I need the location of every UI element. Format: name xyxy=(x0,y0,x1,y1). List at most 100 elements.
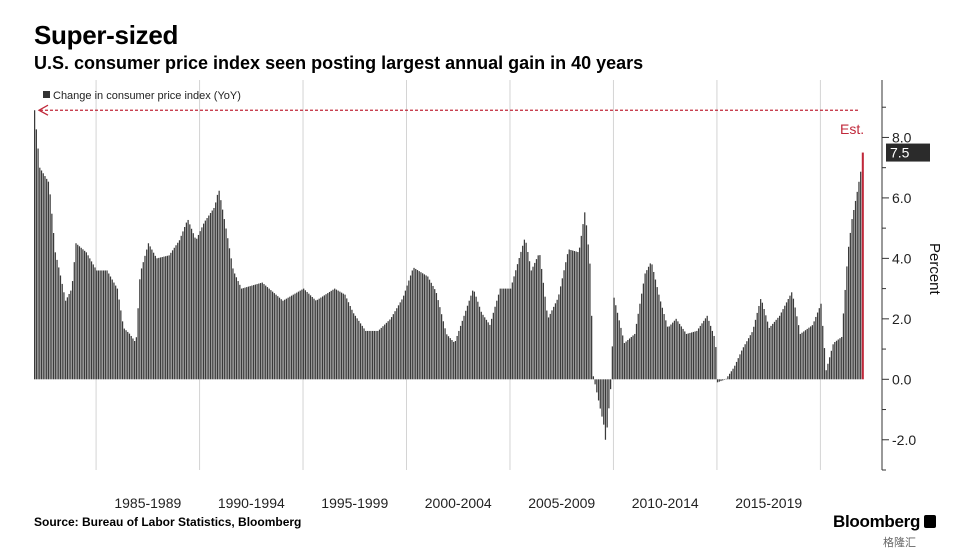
cpi-bar xyxy=(699,325,701,380)
cpi-bar xyxy=(178,240,181,380)
cpi-bar xyxy=(340,292,343,380)
cpi-bar xyxy=(465,310,467,380)
cpi-bar xyxy=(78,246,81,380)
cpi-bar xyxy=(766,321,769,380)
cpi-bar xyxy=(127,331,129,380)
cpi-bar xyxy=(404,290,407,380)
cpi-bar xyxy=(511,282,513,380)
cpi-bar xyxy=(661,307,663,380)
cpi-bar xyxy=(115,285,117,380)
y-tick-label: 8.0 xyxy=(892,129,912,145)
cpi-bar xyxy=(575,251,577,380)
cpi-bar xyxy=(811,325,814,380)
cpi-bar xyxy=(113,282,115,380)
cpi-bar xyxy=(730,371,732,380)
cpi-bar xyxy=(723,379,726,380)
cpi-bar xyxy=(478,306,481,380)
cpi-bar xyxy=(308,293,310,380)
cpi-bar xyxy=(815,316,817,380)
cpi-bar xyxy=(694,331,696,380)
cpi-bar xyxy=(858,181,860,380)
cpi-bar xyxy=(197,234,200,380)
cpi-bar xyxy=(96,270,98,380)
cpi-bar xyxy=(342,293,344,380)
cpi-bar xyxy=(673,320,676,380)
cpi-bar xyxy=(140,268,143,380)
cpi-bar xyxy=(420,272,422,380)
y-axis-label: Percent xyxy=(926,243,943,296)
cpi-bar xyxy=(780,312,782,380)
cpi-bar xyxy=(678,323,681,380)
cpi-bar xyxy=(85,252,87,380)
cpi-bar xyxy=(44,176,46,380)
cpi-bar xyxy=(309,295,312,380)
cpi-bar xyxy=(841,336,843,380)
cpi-bar xyxy=(84,250,86,380)
cpi-bar xyxy=(620,327,622,380)
cpi-bar xyxy=(554,303,557,380)
cpi-bar xyxy=(234,273,236,380)
cpi-bar xyxy=(716,379,719,383)
cpi-bar xyxy=(287,297,289,380)
cpi-bar xyxy=(318,298,320,380)
cpi-bar xyxy=(134,341,136,380)
cpi-bar xyxy=(199,231,201,380)
cpi-bar xyxy=(547,317,550,380)
cpi-bar xyxy=(596,379,598,393)
cpi-bar xyxy=(253,285,255,380)
cpi-bar xyxy=(258,283,260,380)
legend-label: Change in consumer price index (YoY) xyxy=(53,90,241,102)
cpi-bar xyxy=(708,320,710,380)
cpi-bar xyxy=(556,299,558,380)
cpi-bar xyxy=(413,267,415,380)
cpi-bar xyxy=(844,289,846,380)
cpi-bar xyxy=(228,248,231,380)
cpi-bar xyxy=(123,328,125,380)
cpi-bar xyxy=(373,330,375,380)
cpi-bar xyxy=(273,293,275,380)
cpi-bar xyxy=(451,340,453,380)
x-period-label: 2005-2009 xyxy=(528,495,595,511)
cpi-bar xyxy=(111,279,113,380)
cpi-bar xyxy=(161,257,163,380)
cpi-bar xyxy=(544,296,546,380)
cpi-bar xyxy=(763,309,765,380)
cpi-bar xyxy=(185,222,188,380)
cpi-bar xyxy=(663,314,665,380)
cpi-bar xyxy=(232,268,234,380)
cpi-bar xyxy=(747,338,750,380)
cpi-bar xyxy=(278,297,281,380)
cpi-bar xyxy=(691,332,693,380)
cpi-bar xyxy=(447,336,450,380)
cpi-bar xyxy=(209,213,212,380)
cpi-bar xyxy=(422,273,424,380)
cpi-bar xyxy=(80,247,82,380)
cpi-bar xyxy=(459,325,462,380)
cpi-bar xyxy=(397,305,400,380)
cpi-bar xyxy=(651,264,653,380)
cpi-bar xyxy=(184,227,186,380)
y-tick-label: 2.0 xyxy=(892,311,912,327)
cpi-bar xyxy=(499,288,501,380)
cpi-bar xyxy=(765,315,767,380)
cpi-bar xyxy=(384,324,386,380)
cpi-bar xyxy=(249,286,251,380)
cpi-bar xyxy=(746,341,748,380)
cpi-bar xyxy=(173,247,175,380)
cpi-bar xyxy=(375,330,377,380)
cpi-bar xyxy=(137,308,139,380)
cpi-bar xyxy=(797,325,800,380)
cpi-bar xyxy=(754,319,757,380)
cpi-bar xyxy=(573,251,576,380)
cpi-bar xyxy=(58,267,60,380)
cpi-bar xyxy=(75,243,77,380)
cpi-bar xyxy=(294,293,296,380)
cpi-bar xyxy=(306,291,308,380)
cpi-bar xyxy=(791,292,793,380)
cpi-bar xyxy=(523,239,526,380)
cpi-bar xyxy=(104,270,106,380)
cpi-bar xyxy=(480,311,482,380)
cpi-bar xyxy=(215,202,217,380)
cpi-bar xyxy=(692,331,695,380)
cpi-bar xyxy=(473,291,476,380)
